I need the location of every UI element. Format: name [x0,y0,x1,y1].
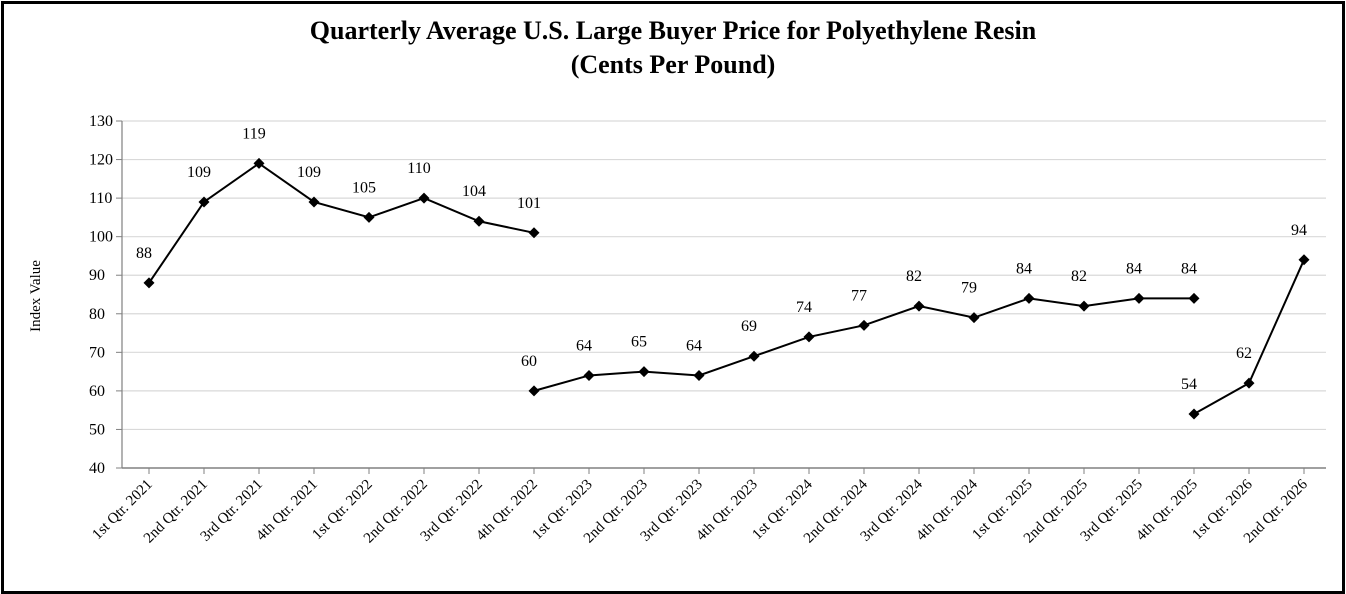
data-label: 104 [462,183,486,200]
data-point-marker [473,215,485,227]
y-tick-label: 100 [89,229,113,246]
data-label: 60 [521,353,537,370]
data-point-marker [858,319,870,331]
data-point-marker [1243,377,1255,389]
data-label: 74 [796,299,812,316]
data-point-marker [1023,292,1035,304]
data-point-marker [1298,254,1310,266]
data-point-marker [528,227,540,239]
data-point-marker [418,192,430,204]
data-point-marker [253,157,265,169]
y-tick-label: 130 [89,113,113,130]
data-label: 101 [517,195,541,212]
data-label: 54 [1181,376,1197,393]
data-label: 62 [1236,345,1252,362]
chart-title: Quarterly Average U.S. Large Buyer Price… [309,16,1037,45]
data-point-marker [968,312,980,324]
y-tick-label: 110 [89,190,112,207]
gridlines [122,120,1326,431]
y-tick-label: 80 [89,306,105,323]
data-label: 88 [136,245,152,262]
data-point-marker [748,350,760,362]
data-label: 109 [297,164,321,181]
data-label: 82 [1071,268,1087,285]
data-label: 79 [961,280,977,297]
data-point-marker [638,366,650,378]
data-label: 82 [906,268,922,285]
data-label: 64 [576,337,592,354]
data-label: 84 [1016,260,1032,277]
data-label: 119 [242,125,265,142]
y-axis-label: Index Value [28,260,44,332]
data-point-marker [913,300,925,312]
data-point-marker [1078,300,1090,312]
data-point-marker [1188,408,1200,420]
series-line-segment [148,162,535,284]
data-label: 69 [741,318,757,335]
data-label: 65 [631,334,647,351]
data-point-marker [363,211,375,223]
y-tick-label: 60 [89,383,105,400]
chart-subtitle: (Cents Per Pound) [570,50,776,79]
y-tick-label: 50 [89,421,105,438]
y-tick-label: 90 [89,267,105,284]
data-label: 77 [851,287,867,304]
data-point-marker [583,369,595,381]
data-label: 64 [686,337,702,354]
data-markers [143,157,1310,420]
data-point-marker [308,196,320,208]
data-labels: 88 109 119 109 105 110 104 101 60 64 65 64 69 74 77 82 7… [136,125,1307,393]
data-label: 109 [187,164,211,181]
data-label: 84 [1181,260,1197,277]
data-point-marker [198,196,210,208]
data-point-marker [528,385,540,397]
data-point-marker [1133,292,1145,304]
data-label: 84 [1126,260,1142,277]
chart-title-block: Quarterly Average U.S. Large Buyer Price… [0,14,1346,82]
axes [116,120,1326,474]
data-label: 105 [352,179,376,196]
data-point-marker [143,277,155,289]
y-tick-label: 40 [89,460,105,477]
y-tick-label: 120 [89,152,113,169]
data-label: 110 [407,160,430,177]
data-point-marker [1188,292,1200,304]
data-point-marker [693,369,705,381]
data-label: 94 [1291,222,1307,239]
series-lines [148,162,1305,415]
data-point-marker [803,331,815,343]
y-tick-label: 70 [89,344,105,361]
y-tick-labels: 40 50 60 70 80 90 100 110 120 130 [89,113,113,477]
